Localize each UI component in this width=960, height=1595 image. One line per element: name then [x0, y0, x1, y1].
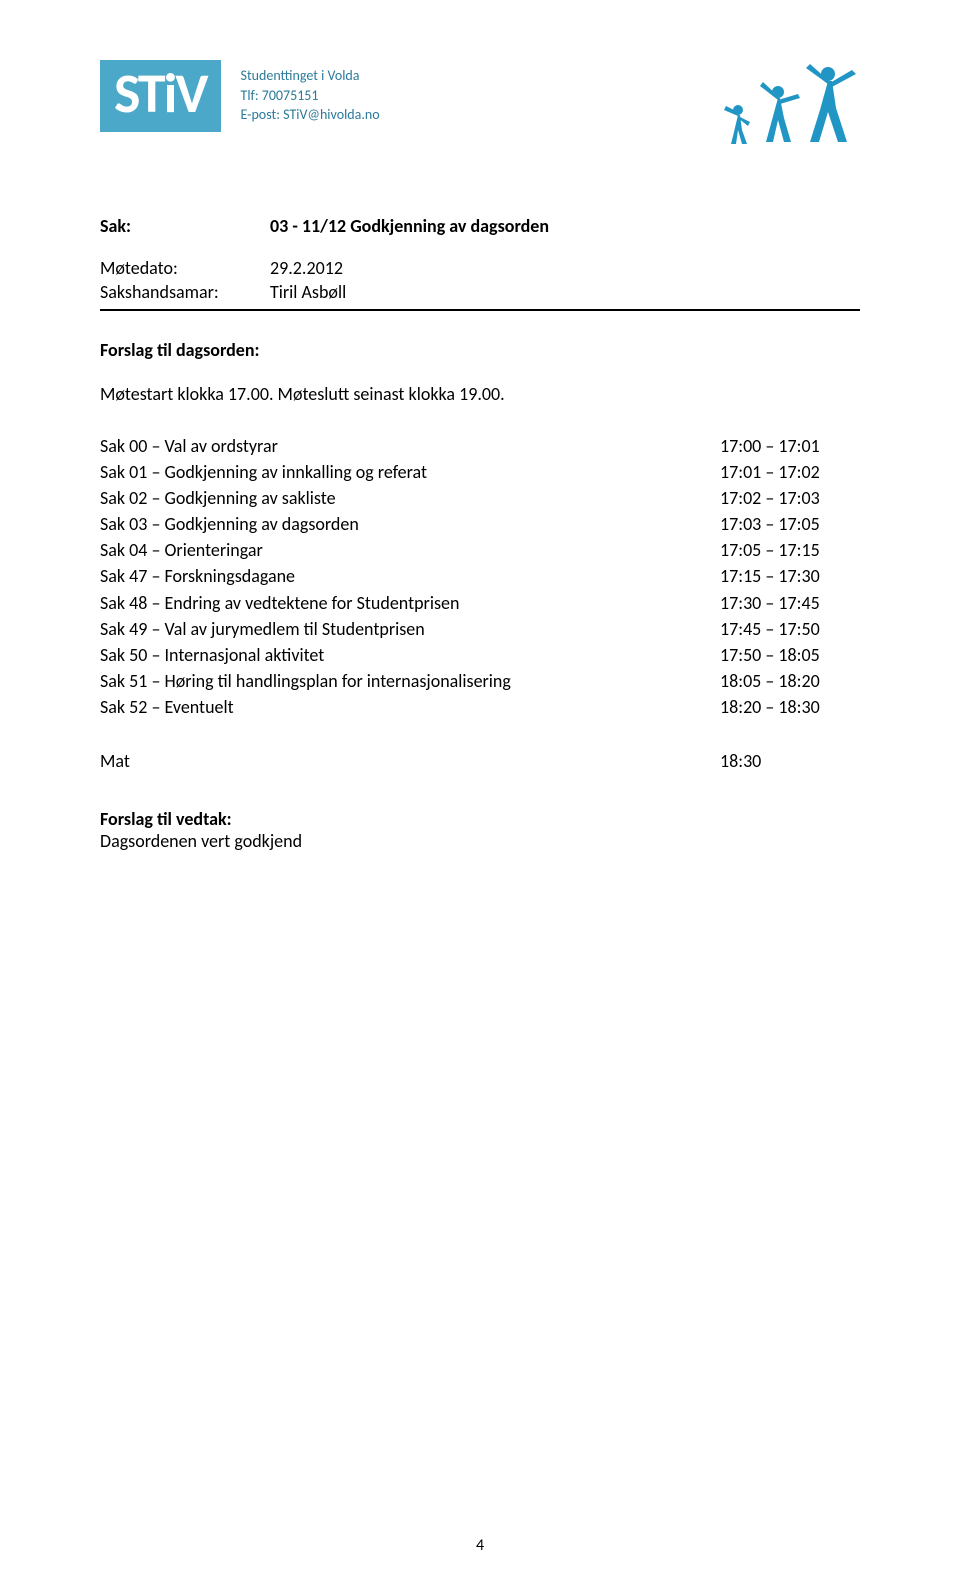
- agenda-item-label: Sak 02 – Godkjenning av sakliste: [100, 485, 720, 511]
- motedato-label: Møtedato:: [100, 257, 270, 279]
- agenda-item-time: 17:45 – 17:50: [720, 616, 860, 642]
- dancing-figures-icon: [710, 60, 860, 155]
- agenda-item-time: 17:30 – 17:45: [720, 590, 860, 616]
- sakshandsamar-label: Sakshandsamar:: [100, 281, 270, 303]
- agenda-row: Sak 04 – Orienteringar17:05 – 17:15: [100, 537, 860, 563]
- vedtak-heading: Forslag til vedtak:: [100, 808, 860, 830]
- agenda-row: Sak 47 – Forskningsdagane17:15 – 17:30: [100, 563, 860, 589]
- org-phone: Tlf: 70075151: [241, 86, 380, 106]
- agenda-item-time: 18:20 – 18:30: [720, 694, 860, 720]
- agenda-item-label: Sak 00 – Val av ordstyrar: [100, 433, 720, 459]
- agenda-item-label: Sak 50 – Internasjonal aktivitet: [100, 642, 720, 668]
- agenda-item-label: Sak 52 – Eventuelt: [100, 694, 720, 720]
- case-meta: Sak: 03 - 11/12 Godkjenning av dagsorden…: [100, 215, 860, 303]
- agenda-row: Sak 02 – Godkjenning av sakliste17:02 – …: [100, 485, 860, 511]
- vedtak-text: Dagsordenen vert godkjend: [100, 830, 860, 852]
- sak-label: Sak:: [100, 215, 270, 237]
- letterhead: STiV Studenttinget i Volda Tlf: 70075151…: [100, 60, 860, 155]
- motedato-value: 29.2.2012: [270, 257, 343, 279]
- agenda-item-label: Sak 51 – Høring til handlingsplan for in…: [100, 668, 720, 694]
- agenda-item-time: 17:05 – 17:15: [720, 537, 860, 563]
- agenda-row: Sak 00 – Val av ordstyrar17:00 – 17:01: [100, 433, 860, 459]
- agenda-row: Sak 03 – Godkjenning av dagsorden17:03 –…: [100, 511, 860, 537]
- page-number: 4: [476, 1536, 484, 1555]
- agenda-row: Sak 52 – Eventuelt18:20 – 18:30: [100, 694, 860, 720]
- forslag-label: Forslag til dagsorden:: [100, 339, 860, 361]
- agenda-item-time: 17:15 – 17:30: [720, 563, 860, 589]
- agenda-list: Sak 00 – Val av ordstyrar17:00 – 17:01Sa…: [100, 433, 860, 720]
- mat-label: Mat: [100, 750, 720, 772]
- start-text: Møtestart klokka 17.00. Møteslutt seinas…: [100, 383, 860, 405]
- org-email: E-post: STiV@hivolda.no: [241, 105, 380, 125]
- agenda-row: Sak 49 – Val av jurymedlem til Studentpr…: [100, 616, 860, 642]
- sakshandsamar-value: Tiril Asbøll: [270, 281, 346, 303]
- agenda-item-time: 17:02 – 17:03: [720, 485, 860, 511]
- agenda-row: Sak 01 – Godkjenning av innkalling og re…: [100, 459, 860, 485]
- divider: [100, 309, 860, 311]
- org-info: Studenttinget i Volda Tlf: 70075151 E-po…: [241, 60, 380, 125]
- agenda-item-time: 17:50 – 18:05: [720, 642, 860, 668]
- mat-time: 18:30: [720, 750, 860, 772]
- agenda-item-label: Sak 04 – Orienteringar: [100, 537, 720, 563]
- agenda-item-label: Sak 47 – Forskningsdagane: [100, 563, 720, 589]
- agenda-row: Sak 51 – Høring til handlingsplan for in…: [100, 668, 860, 694]
- agenda-item-label: Sak 01 – Godkjenning av innkalling og re…: [100, 459, 720, 485]
- sak-value: 03 - 11/12 Godkjenning av dagsorden: [270, 215, 549, 237]
- vedtak-section: Forslag til vedtak: Dagsordenen vert god…: [100, 808, 860, 852]
- logo: STiV: [100, 60, 221, 132]
- org-name: Studenttinget i Volda: [241, 66, 380, 86]
- agenda-item-time: 17:03 – 17:05: [720, 511, 860, 537]
- agenda-row: Sak 48 – Endring av vedtektene for Stude…: [100, 590, 860, 616]
- mat-row: Mat 18:30: [100, 750, 860, 772]
- agenda-item-time: 18:05 – 18:20: [720, 668, 860, 694]
- agenda-item-time: 17:01 – 17:02: [720, 459, 860, 485]
- agenda-item-label: Sak 49 – Val av jurymedlem til Studentpr…: [100, 616, 720, 642]
- agenda-item-label: Sak 03 – Godkjenning av dagsorden: [100, 511, 720, 537]
- intro-section: Forslag til dagsorden: Møtestart klokka …: [100, 339, 860, 405]
- agenda-item-time: 17:00 – 17:01: [720, 433, 860, 459]
- agenda-item-label: Sak 48 – Endring av vedtektene for Stude…: [100, 590, 720, 616]
- agenda-row: Sak 50 – Internasjonal aktivitet17:50 – …: [100, 642, 860, 668]
- logo-text: STiV: [114, 60, 207, 128]
